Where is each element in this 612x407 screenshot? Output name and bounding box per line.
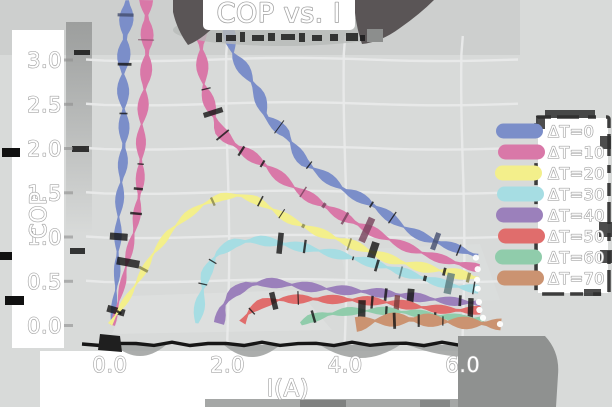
y-tick-3.0: 3.0 xyxy=(27,49,62,73)
y-label-strip xyxy=(12,30,64,348)
y-tick-labels: 0.0 0.5 1.0 1.5 2.0 2.5 3.0 xyxy=(26,48,73,339)
legend-item-6: ΔT=60 xyxy=(495,247,605,268)
legend-label-4: ΔT=40 xyxy=(548,206,605,225)
legend-label-2: ΔT=20 xyxy=(548,164,605,183)
legend-swatch-7 xyxy=(497,270,544,286)
legend-label-3: ΔT=30 xyxy=(548,185,605,204)
legend-swatch-3 xyxy=(497,186,544,202)
legend-label-1: ΔT=10 xyxy=(548,143,605,162)
y-tick-1.5: 1.5 xyxy=(27,181,62,205)
legend-item-3: ΔT=30 xyxy=(497,184,605,205)
series-end-marker-2 xyxy=(474,276,481,283)
legend-item-2: ΔT=20 xyxy=(495,163,605,184)
legend-label-5: ΔT=50 xyxy=(548,227,605,246)
legend-item-7: ΔT=70 xyxy=(497,268,605,289)
corner-shadow-blob xyxy=(458,336,559,407)
x-axis-spine xyxy=(81,340,533,348)
x-label-strip xyxy=(40,351,488,407)
y-axis-label: COP xyxy=(27,191,52,238)
y-tick-0.5: 0.5 xyxy=(27,270,62,294)
left-spine-smear xyxy=(66,22,92,234)
x-tick-0.0: 0.0 xyxy=(93,353,128,377)
x-tick-labels: 0.0 2.0 4.0 6.0 xyxy=(92,352,481,377)
legend-swatch-1 xyxy=(498,144,545,160)
y-tick-2.0: 2.0 xyxy=(27,137,62,161)
legend-item-0: ΔT=0 xyxy=(496,121,594,142)
legend-swatch-4 xyxy=(496,207,543,223)
legend-label-7: ΔT=70 xyxy=(548,269,605,288)
x-tick-6.0: 6.0 xyxy=(445,353,480,377)
legend-swatch-0 xyxy=(496,123,543,139)
legend-swatch-5 xyxy=(498,228,545,244)
legend-item-4: ΔT=40 xyxy=(496,205,605,226)
origin-blob xyxy=(98,334,122,352)
series-end-marker-4 xyxy=(475,298,482,306)
x-axis-label: I(A) xyxy=(267,376,309,402)
legend-swatch-6 xyxy=(495,249,542,265)
series-1 xyxy=(106,0,481,326)
legend-item-1: ΔT=10 xyxy=(498,142,605,163)
legend-label-6: ΔT=60 xyxy=(548,248,605,267)
title-background xyxy=(203,0,355,30)
legend-label-0: ΔT=0 xyxy=(548,122,594,141)
series-3 xyxy=(193,232,481,324)
series-end-marker-1 xyxy=(474,266,481,273)
x-tick-2.0: 2.0 xyxy=(210,353,245,377)
legend-swatch-2 xyxy=(495,165,542,181)
series-end-marker-6 xyxy=(479,314,487,321)
y-tick-1.0: 1.0 xyxy=(27,226,62,250)
series-7 xyxy=(354,312,504,332)
y-tick-0.0: 0.0 xyxy=(27,314,62,338)
legend-box xyxy=(538,118,608,293)
series-end-marker-0 xyxy=(472,254,479,261)
plot-series xyxy=(106,0,504,332)
x-tick-4.0: 4.0 xyxy=(328,353,363,377)
series-end-marker-5 xyxy=(476,306,483,314)
series-end-marker-3 xyxy=(474,285,481,292)
series-0 xyxy=(109,0,479,326)
series-end-marker-7 xyxy=(496,321,504,328)
y-tick-2.5: 2.5 xyxy=(27,93,62,117)
legend: ΔT=0 ΔT=10 ΔT=20 ΔT=30 ΔT=40 ΔT=50 ΔT=60 ΔT=70 xyxy=(495,110,612,296)
chart-title: COP vs. I xyxy=(217,0,342,29)
legend-item-5: ΔT=50 xyxy=(498,226,605,247)
